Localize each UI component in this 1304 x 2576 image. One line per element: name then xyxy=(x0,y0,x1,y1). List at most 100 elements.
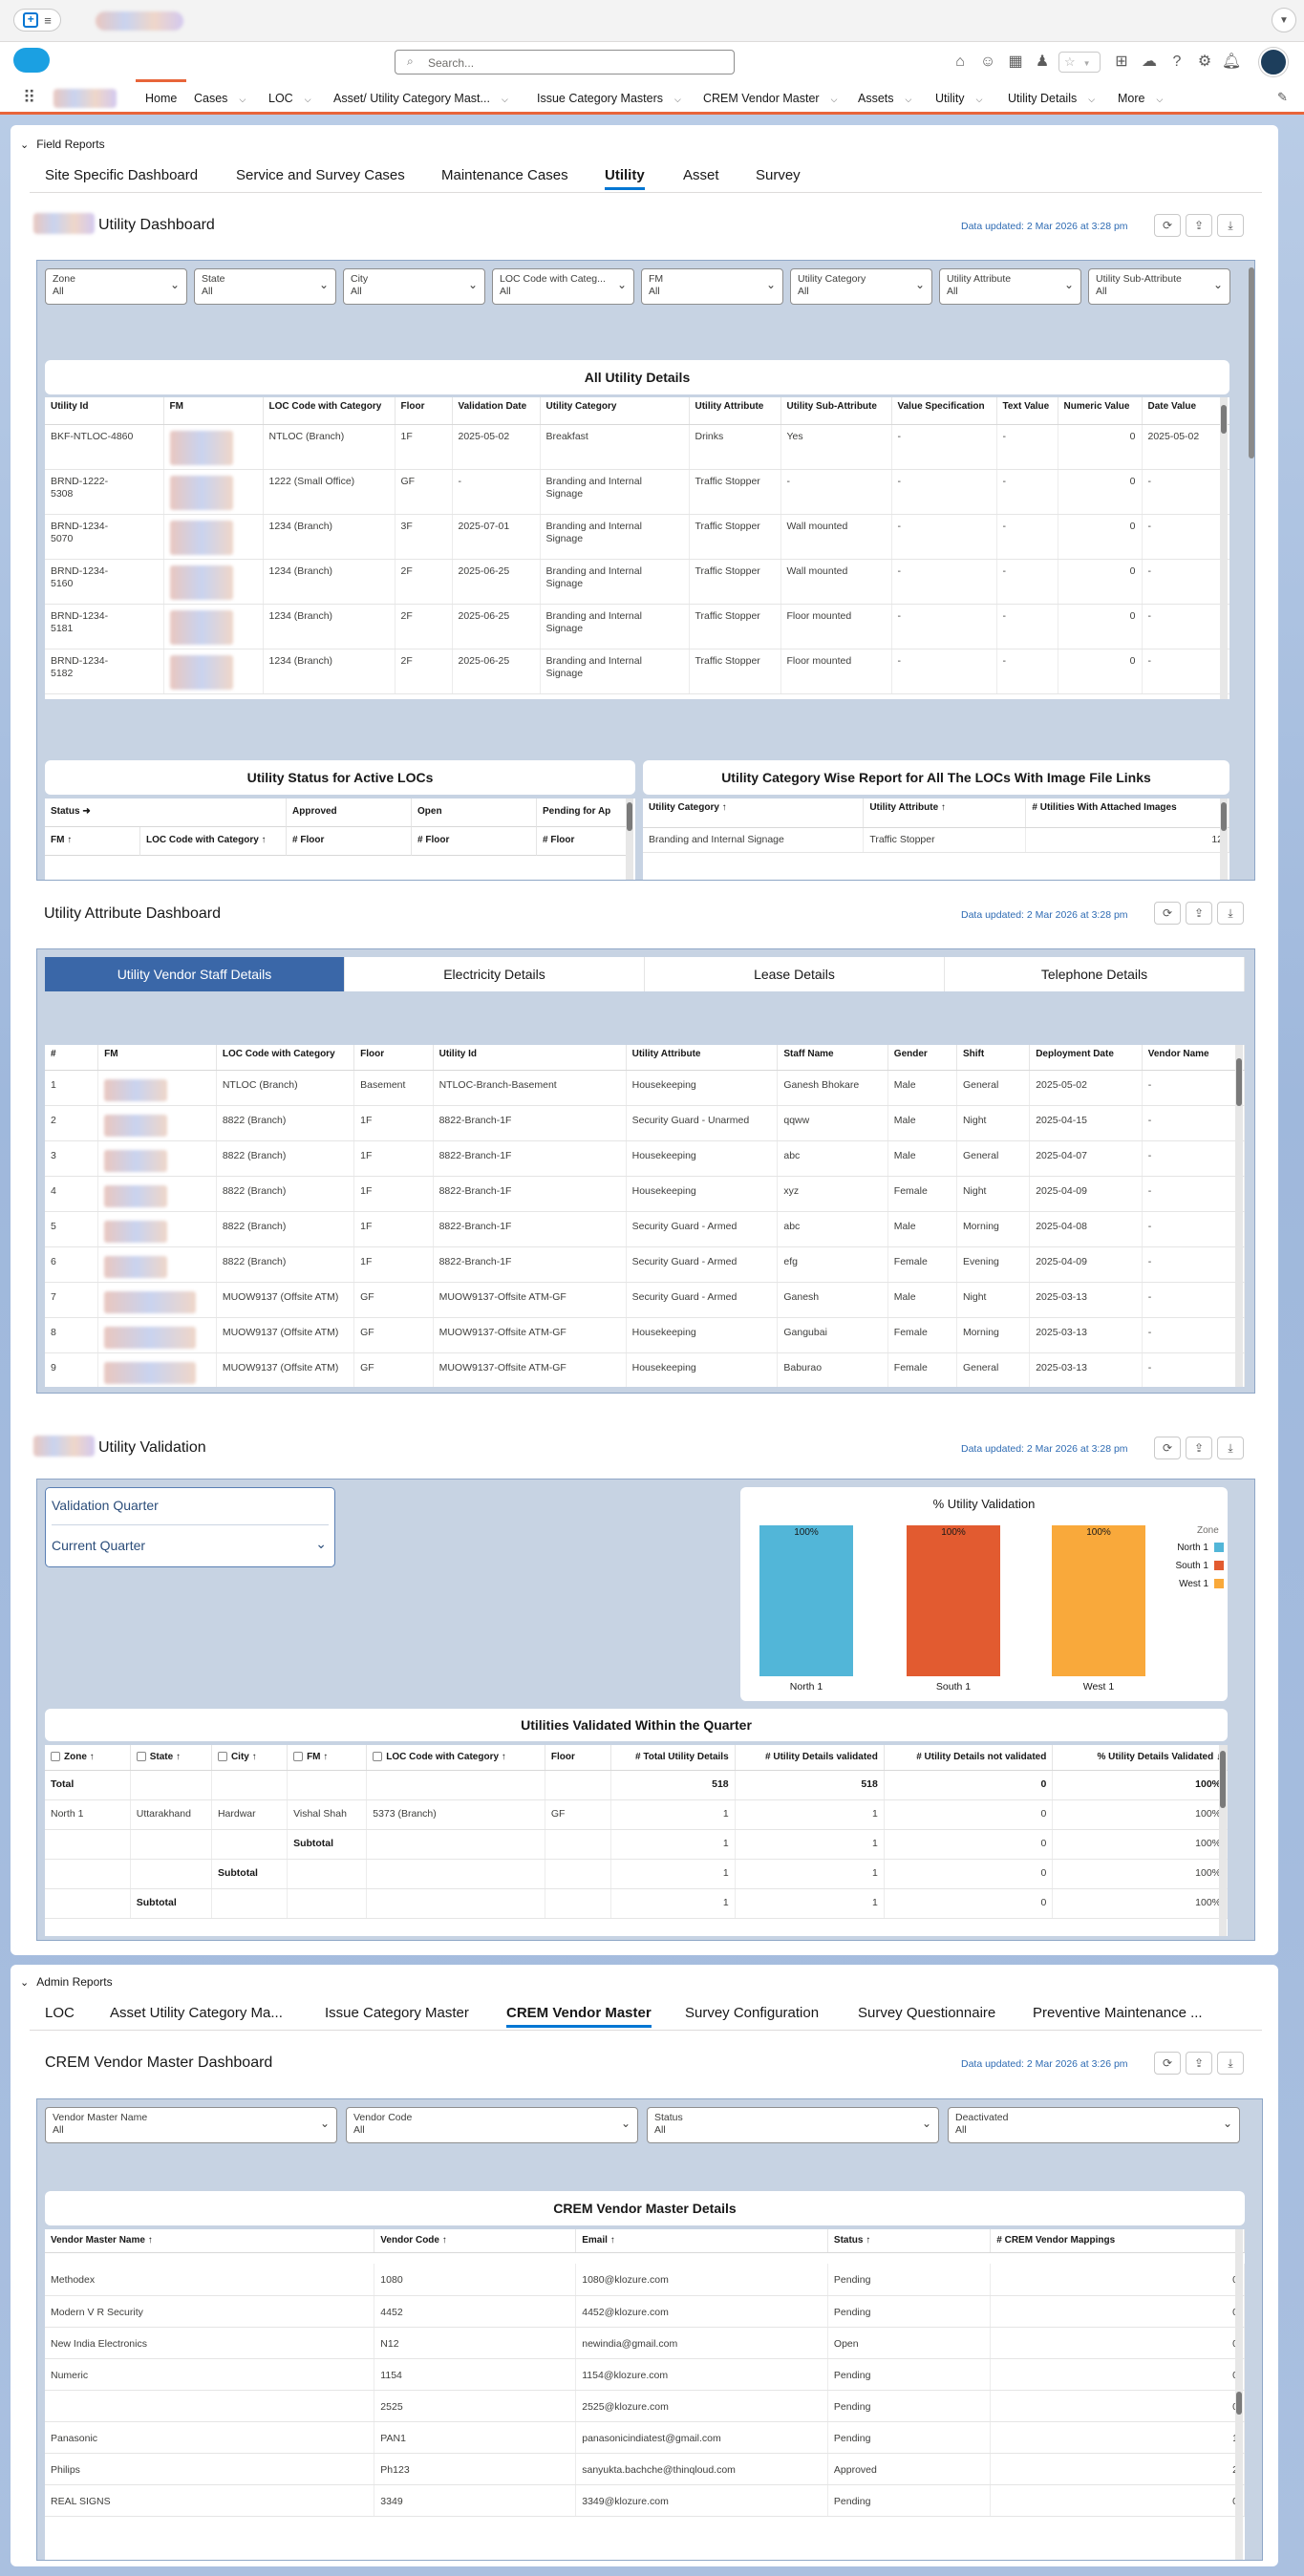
column-header-total-utility-details[interactable]: # Total Utility Details xyxy=(610,1745,736,1771)
tab-issue-category-master[interactable]: Issue Category Master xyxy=(325,2005,469,2021)
column-header-utility-id[interactable]: Utility Id xyxy=(433,1045,627,1071)
column-header-numeric-value[interactable]: Numeric Value xyxy=(1058,397,1143,425)
refresh-button[interactable]: ⟳ xyxy=(1154,2052,1181,2075)
table-row[interactable]: 3 8822 (Branch) 1F 8822-Branch-1F Housekeepi… xyxy=(45,1140,1245,1177)
table-row[interactable]: BRND-1234- 5181 1234 (Branch) 2F 2025-06-25… xyxy=(45,604,1229,649)
share-button[interactable]: ⇪ xyxy=(1186,214,1212,237)
nav-item-utility[interactable]: Utility ⌵ xyxy=(935,82,982,115)
column-header-text-value[interactable]: Text Value xyxy=(996,397,1058,425)
status-header-approved[interactable]: Approved xyxy=(287,798,412,827)
cloud-icon[interactable]: ☁ xyxy=(1142,53,1157,70)
column-header-fm[interactable]: FM ↑ xyxy=(287,1745,368,1771)
column-header-email[interactable]: Email ↑ xyxy=(575,2229,828,2253)
favorites-button[interactable]: ☆ ▼ xyxy=(1058,52,1101,73)
status-subheader-loc-code-with-category[interactable]: LOC Code with Category ↑ xyxy=(140,827,287,856)
table-row[interactable]: 7 MUOW9137 (Offsite ATM) GF MUOW9137-Offsit… xyxy=(45,1282,1245,1318)
table-row[interactable]: 6 8822 (Branch) 1F 8822-Branch-1F Security G… xyxy=(45,1246,1245,1283)
column-header-shift[interactable]: Shift xyxy=(956,1045,1031,1071)
filter-vendor-code[interactable]: Vendor Code All ⌄ xyxy=(346,2107,638,2143)
column-header-loc-code-with-category[interactable]: LOC Code with Category ↑ xyxy=(366,1745,545,1771)
legend-item-west-1[interactable]: West 1 xyxy=(1161,1579,1224,1597)
tab-service-and-survey-cases[interactable]: Service and Survey Cases xyxy=(236,167,405,183)
tab-crem-vendor-master[interactable]: CREM Vendor Master xyxy=(506,2005,652,2028)
chevron-down-icon[interactable]: ⌵ xyxy=(674,95,681,104)
table-row[interactable]: 5 8822 (Branch) 1F 8822-Branch-1F Security G… xyxy=(45,1211,1245,1247)
chevron-down-icon[interactable]: ⌵ xyxy=(905,95,912,104)
download-button[interactable]: ⤓ xyxy=(1217,902,1244,925)
share-button[interactable]: ⇪ xyxy=(1186,902,1212,925)
table-row[interactable]: 1 NTLOC (Branch) Basement NTLOC-Branch-Base… xyxy=(45,1070,1245,1106)
status-scrollbar[interactable] xyxy=(626,798,633,880)
nav-item-cases[interactable]: Cases ⌵ xyxy=(194,82,246,115)
filter-state[interactable]: State All ⌄ xyxy=(194,268,336,305)
tab-asset-utility-category-ma[interactable]: Asset Utility Category Ma... xyxy=(110,2005,283,2021)
column-header-city[interactable]: City ↑ xyxy=(211,1745,289,1771)
table-row[interactable]: BRND-1222- 5308 1222 (Small Office) GF - Bra… xyxy=(45,469,1229,515)
collapse-checkbox[interactable] xyxy=(51,1752,60,1762)
status-subheader-fm[interactable]: FM ↑ xyxy=(45,827,140,856)
home-icon[interactable]: ⌂ xyxy=(955,53,965,70)
table-row[interactable]: 2 8822 (Branch) 1F 8822-Branch-1F Security G… xyxy=(45,1105,1245,1141)
app-launcher-pill[interactable]: + ≡ xyxy=(13,9,61,32)
table-row[interactable]: Subtotal 1 1 0 100% xyxy=(45,1888,1228,1919)
search-input[interactable]: Search... xyxy=(428,56,475,70)
column-header-utility-id[interactable]: Utility Id xyxy=(45,397,164,425)
column-header-staff-name[interactable]: Staff Name xyxy=(777,1045,888,1071)
filter-utility-category[interactable]: Utility Category All ⌄ xyxy=(790,268,932,305)
chevron-down-circle-icon[interactable]: ▼ xyxy=(1272,8,1296,32)
share-button[interactable]: ⇪ xyxy=(1186,2052,1212,2075)
chevron-down-icon[interactable]: ⌵ xyxy=(830,95,838,104)
filter-utility-attribute[interactable]: Utility Attribute All ⌄ xyxy=(939,268,1081,305)
chevron-down-icon[interactable]: ⌵ xyxy=(239,95,246,104)
validation-quarter-filter[interactable]: Validation Quarter Current Quarter ⌄ xyxy=(45,1487,335,1567)
user-gear-icon[interactable]: ♟ xyxy=(1035,53,1050,70)
filter-status[interactable]: Status All ⌄ xyxy=(647,2107,939,2143)
column-header-utility-attribute[interactable]: Utility Attribute xyxy=(626,1045,779,1071)
column-header-crem-vendor-mappings[interactable]: # CREM Vendor Mappings xyxy=(990,2229,1245,2253)
table-row[interactable]: Subtotal 1 1 0 100% xyxy=(45,1829,1228,1860)
chevron-down-icon[interactable]: ⌵ xyxy=(1088,95,1096,104)
tab-utility[interactable]: Utility xyxy=(605,167,645,190)
collapse-checkbox[interactable] xyxy=(293,1752,304,1762)
filter-utility-sub-attribute[interactable]: Utility Sub-Attribute All ⌄ xyxy=(1088,268,1230,305)
status-subheader-floor[interactable]: # Floor xyxy=(412,827,537,856)
table-row[interactable]: North 1 Uttarakhand Hardwar Vishal Shah 5373… xyxy=(45,1799,1228,1830)
table-row[interactable]: BKF-NTLOC-4860 NTLOC (Branch) 1F 2025-05-02… xyxy=(45,424,1229,470)
global-add-icon[interactable]: ⊞ xyxy=(1115,53,1128,70)
filter-city[interactable]: City All ⌄ xyxy=(343,268,485,305)
global-search[interactable]: ⌕ Search... xyxy=(395,50,735,75)
status-subheader-floor[interactable]: # Floor xyxy=(287,827,412,856)
field-reports-header[interactable]: ⌄ Field Reports xyxy=(20,138,105,151)
column-header-floor[interactable]: Floor xyxy=(353,1045,434,1071)
table-row[interactable]: Subtotal 1 1 0 100% xyxy=(45,1859,1228,1889)
column-header-floor[interactable]: Floor xyxy=(395,397,453,425)
column-header-zone[interactable]: Zone ↑ xyxy=(45,1745,131,1771)
column-header-fm[interactable]: FM xyxy=(163,397,264,425)
tab-asset[interactable]: Asset xyxy=(683,167,719,183)
agent-icon[interactable]: ☺ xyxy=(979,53,996,70)
tab-preventive-maintenance[interactable]: Preventive Maintenance ... xyxy=(1033,2005,1203,2021)
column-header-status[interactable]: Status ↑ xyxy=(827,2229,992,2253)
download-button[interactable]: ⤓ xyxy=(1217,214,1244,237)
column-header-loc-code-with-category[interactable]: LOC Code with Category xyxy=(263,397,395,425)
workspace-tab[interactable] xyxy=(96,11,183,31)
chevron-down-icon[interactable]: ⌵ xyxy=(1156,95,1164,104)
status-header-status[interactable]: Status ➜ xyxy=(45,798,287,827)
refresh-button[interactable]: ⟳ xyxy=(1154,1437,1181,1459)
refresh-button[interactable]: ⟳ xyxy=(1154,902,1181,925)
table-row[interactable]: 4 8822 (Branch) 1F 8822-Branch-1F Housekeepi… xyxy=(45,1176,1245,1212)
filter-loc-code-with-categ[interactable]: LOC Code with Categ... All ⌄ xyxy=(492,268,634,305)
nav-item-asset-utility-category-mast[interactable]: Asset/ Utility Category Mast... ⌵ xyxy=(333,82,508,115)
vendor-scrollbar[interactable] xyxy=(1235,2229,1243,2560)
table-row[interactable]: 8 MUOW9137 (Offsite ATM) GF MUOW9137-Offsit… xyxy=(45,1317,1245,1353)
table-row[interactable]: BRND-1234- 5070 1234 (Branch) 3F 2025-07-01… xyxy=(45,514,1229,560)
column-header-vendor-master-name[interactable]: Vendor Master Name ↑ xyxy=(45,2229,375,2253)
column-header-deployment-date[interactable]: Deployment Date xyxy=(1029,1045,1143,1071)
tab-utility-vendor-staff-details[interactable]: Utility Vendor Staff Details xyxy=(45,957,345,991)
table-row[interactable]: BRND-1234- 5182 1234 (Branch) 2F 2025-06-25… xyxy=(45,649,1229,694)
validated-scrollbar[interactable] xyxy=(1219,1745,1227,1936)
column-header-utility-sub-attribute[interactable]: Utility Sub-Attribute xyxy=(780,397,892,425)
chevron-down-icon[interactable]: ⌵ xyxy=(304,95,311,104)
